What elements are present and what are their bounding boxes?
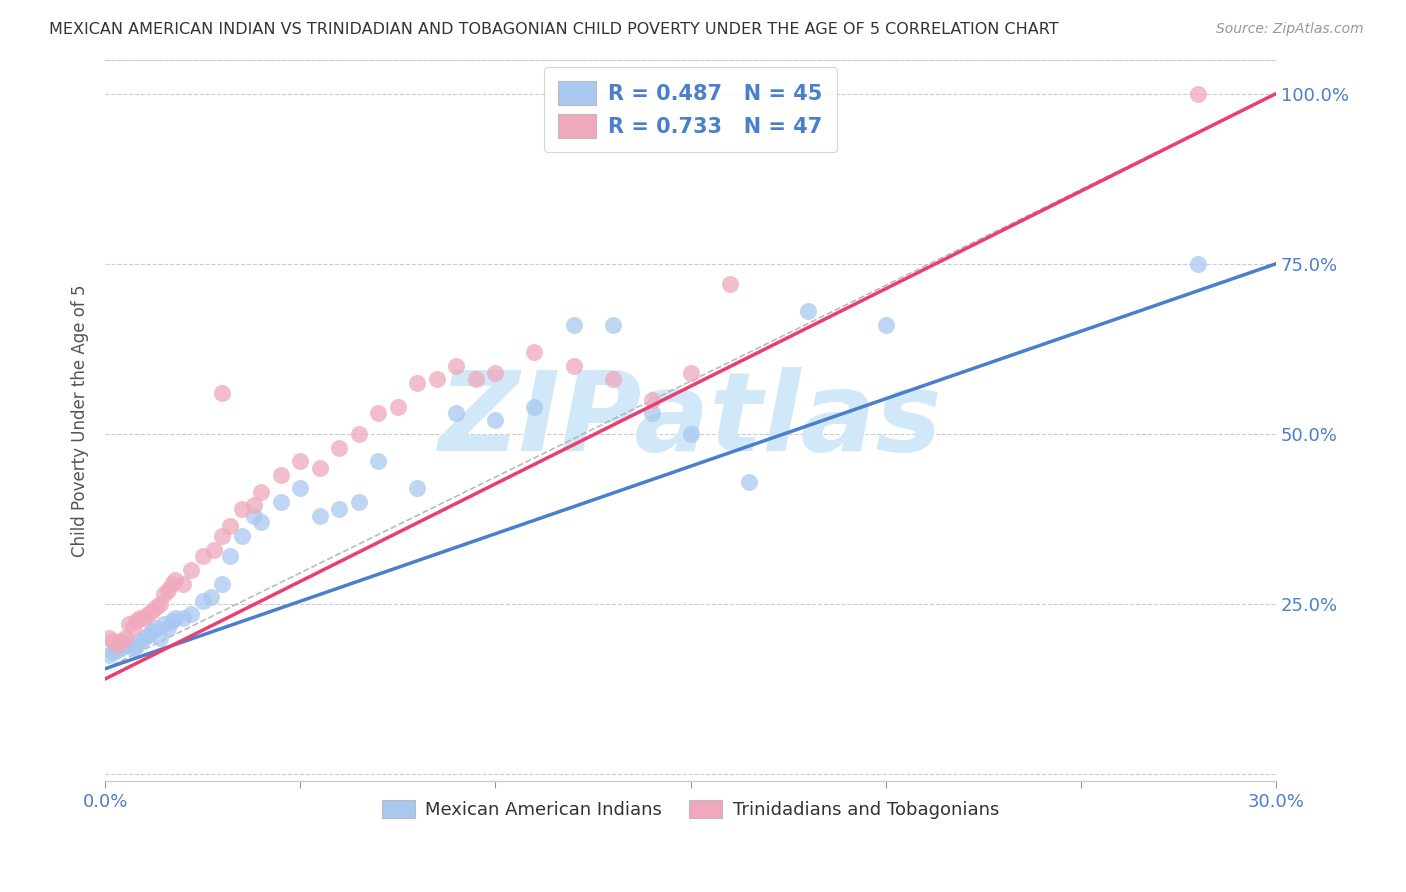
Point xyxy=(105,643,128,657)
Text: ZIPatlas: ZIPatlas xyxy=(439,367,942,474)
Point xyxy=(125,614,148,628)
Point xyxy=(152,617,174,632)
Point xyxy=(1187,87,1209,101)
Point xyxy=(640,407,662,421)
Point xyxy=(145,621,167,635)
Point xyxy=(211,386,233,401)
Point xyxy=(211,576,233,591)
Point xyxy=(406,376,429,390)
Point xyxy=(129,610,152,624)
Point xyxy=(679,426,702,441)
Point xyxy=(129,634,152,648)
Point xyxy=(484,413,506,427)
Point xyxy=(875,318,897,332)
Point xyxy=(172,610,194,624)
Point xyxy=(270,467,292,482)
Point xyxy=(406,481,429,495)
Point xyxy=(523,400,546,414)
Point xyxy=(250,484,273,499)
Point xyxy=(1187,257,1209,271)
Point xyxy=(602,372,624,386)
Point xyxy=(98,648,121,662)
Point xyxy=(110,634,132,648)
Point xyxy=(117,636,139,650)
Point xyxy=(114,638,136,652)
Point xyxy=(172,576,194,591)
Point xyxy=(200,591,222,605)
Point xyxy=(308,508,330,523)
Point xyxy=(308,461,330,475)
Point xyxy=(679,366,702,380)
Point xyxy=(101,634,124,648)
Point xyxy=(149,631,172,645)
Point xyxy=(231,529,253,543)
Point xyxy=(290,481,312,495)
Text: MEXICAN AMERICAN INDIAN VS TRINIDADIAN AND TOBAGONIAN CHILD POVERTY UNDER THE AG: MEXICAN AMERICAN INDIAN VS TRINIDADIAN A… xyxy=(49,22,1059,37)
Point xyxy=(242,499,264,513)
Point xyxy=(242,508,264,523)
Point xyxy=(121,621,143,635)
Point xyxy=(231,501,253,516)
Point xyxy=(191,549,214,564)
Point xyxy=(110,641,132,656)
Point xyxy=(328,441,350,455)
Point xyxy=(141,604,163,618)
Point xyxy=(191,593,214,607)
Point xyxy=(156,621,179,635)
Point xyxy=(484,366,506,380)
Point xyxy=(204,542,226,557)
Point xyxy=(145,600,167,615)
Point xyxy=(465,372,488,386)
Point xyxy=(562,318,585,332)
Point xyxy=(121,641,143,656)
Point xyxy=(156,583,179,598)
Point xyxy=(117,617,139,632)
Text: Source: ZipAtlas.com: Source: ZipAtlas.com xyxy=(1216,22,1364,37)
Point xyxy=(796,304,818,318)
Point xyxy=(149,597,172,611)
Point xyxy=(165,573,187,587)
Point xyxy=(367,454,389,468)
Point xyxy=(136,607,159,622)
Point xyxy=(114,631,136,645)
Point xyxy=(250,516,273,530)
Point xyxy=(738,475,761,489)
Point xyxy=(160,614,183,628)
Point xyxy=(211,529,233,543)
Point xyxy=(347,426,370,441)
Point xyxy=(134,631,156,645)
Point xyxy=(219,518,242,533)
Point xyxy=(718,277,741,292)
Point xyxy=(270,495,292,509)
Point xyxy=(219,549,242,564)
Y-axis label: Child Poverty Under the Age of 5: Child Poverty Under the Age of 5 xyxy=(72,284,89,557)
Point xyxy=(141,624,163,639)
Point xyxy=(426,372,449,386)
Point xyxy=(180,563,202,577)
Point xyxy=(105,638,128,652)
Point xyxy=(446,359,468,373)
Point xyxy=(367,407,389,421)
Point xyxy=(387,400,409,414)
Point xyxy=(160,576,183,591)
Point xyxy=(562,359,585,373)
Point xyxy=(290,454,312,468)
Point xyxy=(640,392,662,407)
Point xyxy=(152,587,174,601)
Point xyxy=(136,628,159,642)
Point xyxy=(180,607,202,622)
Point xyxy=(125,639,148,653)
Point xyxy=(134,610,156,624)
Point xyxy=(523,345,546,359)
Point xyxy=(347,495,370,509)
Point xyxy=(328,501,350,516)
Point xyxy=(101,645,124,659)
Point xyxy=(165,610,187,624)
Point xyxy=(446,407,468,421)
Point xyxy=(602,318,624,332)
Point xyxy=(98,631,121,645)
Legend: Mexican American Indians, Trinidadians and Tobagonians: Mexican American Indians, Trinidadians a… xyxy=(375,792,1007,826)
